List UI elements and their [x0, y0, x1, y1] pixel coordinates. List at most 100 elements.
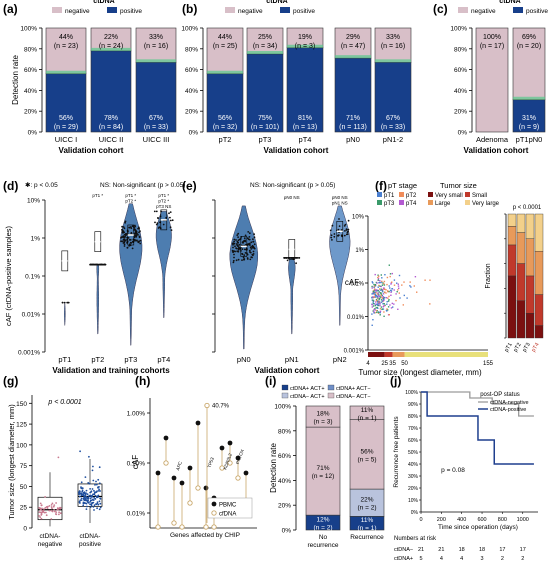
- data-point: [235, 259, 238, 262]
- legend-swatch-negative: [458, 7, 468, 13]
- legend-item: ctDNA− ACT+: [290, 394, 325, 400]
- y-axis-label: cAF: [345, 278, 359, 287]
- data-point: [121, 240, 124, 243]
- data-point: [52, 505, 55, 508]
- data-point: [382, 287, 385, 289]
- data-point: [53, 504, 56, 506]
- data-point: [66, 301, 69, 304]
- data-point: [232, 261, 235, 264]
- data-point: [380, 285, 382, 288]
- category-label: ctDNA-: [80, 533, 101, 540]
- data-point: [373, 312, 375, 314]
- data-point: [78, 493, 80, 496]
- data-point: [250, 256, 253, 258]
- data-point: [162, 223, 165, 226]
- segment-percent: 12%: [316, 517, 329, 524]
- data-point: [169, 216, 171, 219]
- data-point: [134, 225, 137, 228]
- y-axis-label: Fraction: [485, 263, 492, 288]
- data-point: [241, 253, 244, 256]
- data-point: [92, 506, 95, 508]
- pos-percent: 67%: [149, 115, 163, 122]
- x-axis-label: Validation cohort: [255, 366, 320, 375]
- legend-swatch: [399, 192, 404, 197]
- y-tick-label: 10%: [408, 498, 419, 504]
- risk-row-label: ctDNA−: [394, 547, 413, 553]
- pos-count: (n = 29): [54, 124, 78, 131]
- data-point: [237, 258, 240, 261]
- data-point: [124, 239, 127, 242]
- y-tick-label: 100%: [20, 26, 37, 33]
- data-point: [50, 506, 53, 508]
- legend-positive: positive: [120, 8, 142, 15]
- panel-label: (h): [135, 374, 150, 388]
- data-point: [170, 229, 173, 232]
- y-tick-label: 50: [20, 484, 28, 491]
- data-point: [406, 297, 408, 299]
- data-point: [94, 498, 97, 500]
- data-point: [139, 239, 142, 242]
- y-tick-label: 25: [20, 505, 28, 512]
- data-point: [393, 289, 395, 291]
- category-label: UICC I: [55, 135, 78, 144]
- data-point: [377, 312, 380, 314]
- legend-swatch: [377, 192, 382, 197]
- y-axis-label: cAF (ctDNA-positive samples): [4, 225, 13, 326]
- legend-swatch: [465, 200, 470, 205]
- data-point: [379, 314, 381, 316]
- data-point: [122, 242, 125, 244]
- data-point: [329, 229, 332, 232]
- panel-i: (i) ctDNA+ ACT+ ctDNA+ ACT− ctDNA− ACT+ ctDN…: [265, 374, 385, 549]
- legend-item: pT2: [406, 193, 417, 199]
- bar-negative: [512, 27, 546, 101]
- y-tick-label: 0%: [411, 510, 419, 516]
- neg-percent: 44%: [59, 34, 73, 41]
- data-point: [138, 235, 141, 238]
- pos-percent: 71%: [346, 115, 360, 122]
- data-point: [397, 283, 399, 285]
- data-point: [375, 299, 378, 301]
- data-point: [83, 496, 86, 498]
- data-point: [121, 229, 124, 232]
- category-label: pT1: [58, 355, 71, 364]
- x-tick-label: 25: [381, 361, 388, 367]
- data-point: [372, 290, 375, 293]
- data-point: [393, 279, 396, 281]
- legend-item: Very large: [472, 201, 500, 207]
- data-point: [96, 501, 99, 503]
- data-point: [236, 244, 239, 247]
- segment-count: (n = 2): [358, 505, 377, 512]
- data-point: [157, 227, 160, 229]
- bar-boundary: [46, 70, 86, 74]
- data-point: [78, 491, 80, 493]
- data-point: [98, 500, 101, 503]
- data-point: [80, 492, 83, 495]
- legend-item: pT1: [384, 193, 395, 199]
- data-point: [88, 494, 91, 497]
- curve-negative: [421, 391, 534, 417]
- data-point: [378, 295, 380, 298]
- data-point: [391, 288, 393, 290]
- data-point: [378, 275, 380, 277]
- data-point: [379, 288, 381, 290]
- bar-segment: [349, 488, 385, 517]
- risk-value: 4: [460, 556, 463, 562]
- data-point: [237, 232, 240, 235]
- data-point: [38, 515, 40, 517]
- data-point: [397, 308, 399, 310]
- data-point: [93, 489, 95, 492]
- data-point: [88, 482, 91, 485]
- significance-label: pN1 NS: [332, 201, 348, 206]
- data-point: [85, 508, 88, 510]
- data-point: [231, 249, 234, 252]
- data-point: [136, 239, 138, 242]
- data-point: [374, 285, 377, 287]
- risk-value: 18: [459, 547, 465, 553]
- data-point: [378, 293, 380, 295]
- data-point: [344, 223, 347, 226]
- data-point: [374, 309, 376, 311]
- data-point: [382, 289, 384, 291]
- data-point: [380, 301, 383, 303]
- data-point: [338, 225, 341, 228]
- category-label: pN1-2: [383, 135, 403, 144]
